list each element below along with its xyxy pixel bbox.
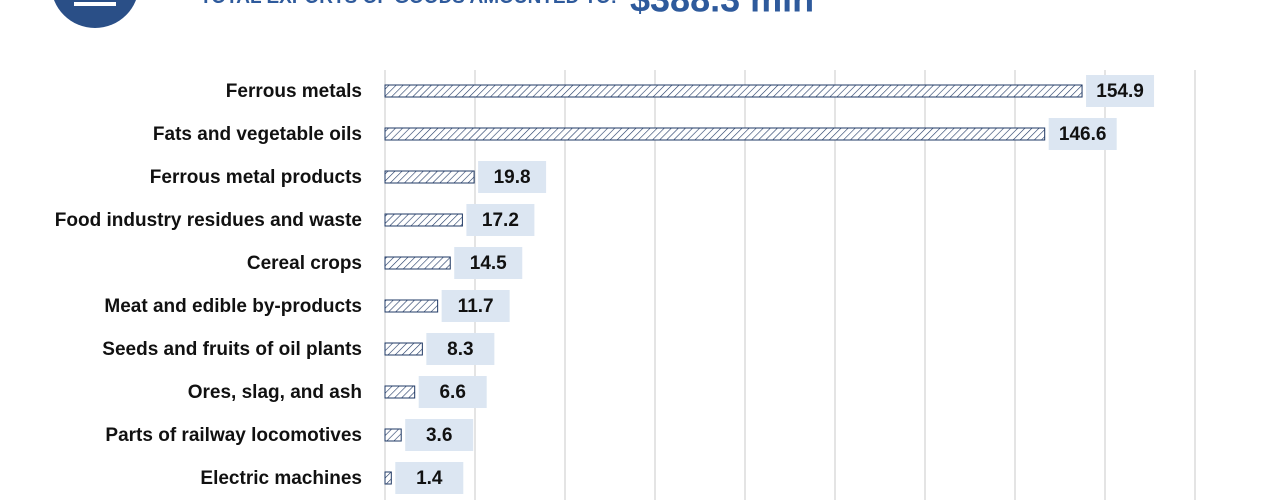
value-label: 3.6 — [426, 425, 452, 446]
bar — [384, 84, 1083, 98]
category-label: Ferrous metal products — [150, 167, 362, 188]
value-label-box — [478, 161, 547, 193]
value-label: 146.6 — [1059, 124, 1107, 145]
value-label: 8.3 — [447, 339, 473, 360]
category-label: Food industry residues and waste — [55, 210, 362, 231]
value-label-box — [466, 204, 535, 236]
value-label-box — [426, 333, 495, 365]
value-label: 1.4 — [416, 468, 443, 489]
bar — [384, 213, 463, 227]
header-total: $388.3 mln — [630, 0, 814, 20]
category-label: Ferrous metals — [226, 81, 362, 102]
value-label-box — [418, 376, 487, 408]
bar — [384, 471, 392, 485]
bar — [384, 342, 423, 356]
value-label-box — [441, 290, 510, 322]
category-label: Seeds and fruits of oil plants — [102, 339, 362, 360]
value-label-box — [454, 247, 523, 279]
value-label: 6.6 — [439, 382, 465, 403]
category-label: Cereal crops — [247, 253, 362, 274]
value-label-box — [1048, 118, 1117, 150]
value-label-box — [1086, 75, 1155, 107]
bar — [384, 428, 402, 442]
value-label: 17.2 — [482, 210, 519, 231]
value-label: 154.9 — [1096, 81, 1144, 102]
value-label-box — [405, 419, 474, 451]
logo — [54, 0, 136, 28]
value-label-box — [395, 462, 464, 494]
category-label: Meat and edible by-products — [104, 296, 362, 317]
value-label: 11.7 — [458, 296, 494, 317]
bar — [384, 256, 451, 270]
category-label: Ores, slag, and ash — [188, 382, 362, 403]
bar — [384, 127, 1046, 141]
category-label: Electric machines — [200, 468, 362, 489]
header-caption: TOTAL EXPORTS OF GOODS AMOUNTED TO: — [200, 0, 617, 8]
bar — [384, 170, 475, 184]
value-label: 14.5 — [470, 253, 507, 274]
category-label: Fats and vegetable oils — [153, 124, 362, 145]
bar — [384, 299, 439, 313]
value-label: 19.8 — [494, 167, 531, 188]
category-label: Parts of railway locomotives — [105, 425, 362, 446]
bar — [384, 385, 416, 399]
